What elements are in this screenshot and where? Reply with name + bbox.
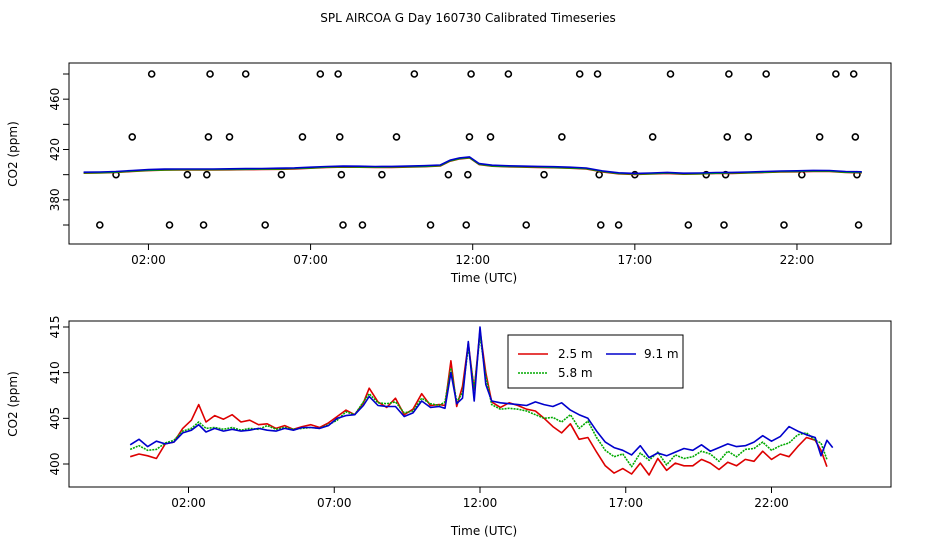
bottom-series-line	[129, 329, 828, 476]
top-y-axis: 380 420 460	[48, 73, 69, 226]
chart-title: SPL AIRCOA G Day 160730 Calibrated Times…	[320, 11, 615, 25]
data-point	[744, 133, 753, 141]
bottom-plot-frame	[68, 320, 892, 488]
bottom-y-axis-label: CO2 (ppm)	[6, 371, 20, 437]
data-point	[339, 221, 347, 229]
top-y-tick-label: 380	[48, 188, 62, 211]
top-plot-frame	[68, 62, 892, 245]
data-point	[522, 221, 531, 229]
data-point	[684, 221, 693, 229]
data-point	[165, 221, 174, 229]
bottom-series-line	[129, 326, 834, 459]
top-x-axis: 02:00 07:00 12:00 17:00 22:00	[131, 244, 814, 267]
top-x-tick-label: 17:00	[618, 253, 653, 267]
data-point	[723, 133, 732, 141]
data-point	[378, 170, 386, 179]
top-panel: 02:00 07:00 12:00 17:00 22:00 380 420 460 Time…	[6, 62, 892, 285]
data-point	[593, 70, 602, 78]
top-series-line	[83, 156, 862, 175]
data-point	[444, 170, 453, 179]
data-point	[298, 133, 307, 141]
data-point	[316, 70, 325, 78]
data-point	[849, 70, 858, 78]
top-x-tick-label: 07:00	[293, 253, 328, 267]
data-point	[426, 221, 435, 229]
bottom-y-axis: 400 405 410 415	[48, 316, 69, 476]
data-point	[851, 133, 860, 141]
data-point	[337, 170, 346, 179]
bottom-series-line	[129, 335, 828, 468]
data-point	[614, 221, 623, 229]
top-series-lines	[83, 156, 862, 176]
bottom-y-tick-label: 410	[48, 361, 62, 384]
data-point	[815, 133, 824, 141]
data-point	[486, 133, 495, 141]
data-point	[204, 133, 213, 141]
data-point	[725, 70, 733, 78]
top-x-tick-label: 02:00	[131, 253, 166, 267]
bottom-x-tick-label: 02:00	[171, 496, 206, 510]
data-point	[575, 70, 584, 78]
data-point	[261, 221, 269, 229]
legend-label-5-8m: 5.8 m	[558, 366, 593, 380]
data-point	[504, 70, 513, 78]
data-point	[199, 221, 208, 229]
bottom-x-axis: 02:00 07:00 12:00 17:00 22:00	[171, 487, 789, 510]
data-point	[854, 221, 863, 229]
data-point	[464, 170, 472, 179]
bottom-x-tick-label: 17:00	[608, 496, 643, 510]
data-point	[241, 70, 250, 78]
data-point	[832, 70, 840, 78]
bottom-x-tick-label: 07:00	[317, 496, 352, 510]
top-y-axis-label: CO2 (ppm)	[6, 121, 20, 187]
data-point	[225, 133, 234, 141]
data-point	[467, 70, 475, 78]
data-point	[335, 133, 344, 141]
data-point	[720, 221, 728, 229]
legend-box	[507, 334, 684, 389]
data-point	[128, 133, 137, 141]
data-point	[277, 170, 286, 179]
top-data-points	[96, 70, 863, 229]
data-point	[596, 221, 605, 229]
data-point	[147, 70, 156, 78]
legend-label-9-1m: 9.1 m	[644, 347, 679, 361]
legend-label-2-5m: 2.5 m	[558, 347, 593, 361]
data-point	[648, 133, 657, 141]
data-point	[410, 70, 419, 78]
top-x-axis-label: Time (UTC)	[450, 271, 517, 285]
data-point	[465, 133, 474, 141]
data-point	[462, 221, 471, 229]
bottom-x-tick-label: 22:00	[754, 496, 789, 510]
top-y-tick-label: 460	[48, 88, 62, 111]
bottom-series-lines	[129, 326, 834, 476]
data-point	[762, 70, 770, 78]
data-point	[558, 133, 566, 141]
bottom-x-tick-label: 12:00	[463, 496, 498, 510]
data-point	[666, 70, 675, 78]
data-point	[798, 170, 806, 179]
data-point	[96, 221, 104, 229]
data-point	[206, 70, 214, 78]
bottom-panel: 02:00 07:00 12:00 17:00 22:00 400 405 410 415 T…	[6, 316, 892, 538]
data-point	[183, 170, 192, 179]
top-x-tick-label: 12:00	[455, 253, 490, 267]
top-x-tick-label: 22:00	[780, 253, 815, 267]
top-y-tick-label: 420	[48, 138, 62, 161]
data-point	[334, 70, 342, 78]
bottom-y-tick-label: 405	[48, 407, 62, 430]
data-point	[203, 170, 211, 179]
bottom-x-axis-label: Time (UTC)	[450, 524, 517, 538]
data-point	[358, 221, 367, 229]
bottom-y-tick-label: 400	[48, 453, 62, 476]
bottom-y-tick-label: 415	[48, 316, 62, 339]
data-point	[780, 221, 788, 229]
legend: 2.5 m 5.8 m 9.1 m	[507, 334, 684, 389]
data-point	[595, 170, 603, 179]
data-point	[540, 170, 548, 179]
data-point	[392, 133, 401, 141]
